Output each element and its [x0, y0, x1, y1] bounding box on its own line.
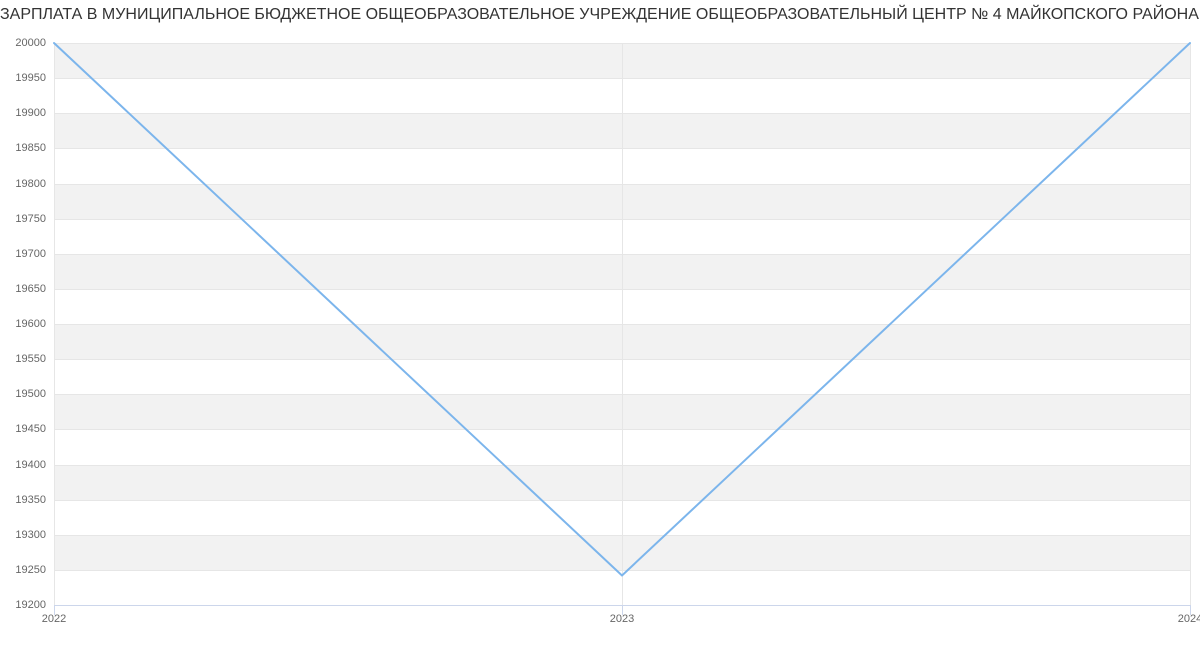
- y-axis-label: 19950: [15, 72, 46, 84]
- chart-title: ЗАРПЛАТА В МУНИЦИПАЛЬНОЕ БЮДЖЕТНОЕ ОБЩЕО…: [0, 6, 1200, 24]
- y-axis-label: 19400: [15, 459, 46, 471]
- x-axis-label: 2023: [610, 613, 634, 625]
- y-axis-label: 19550: [15, 353, 46, 365]
- y-axis-label: 19450: [15, 423, 46, 435]
- chart-container: ЗАРПЛАТА В МУНИЦИПАЛЬНОЕ БЮДЖЕТНОЕ ОБЩЕО…: [0, 0, 1200, 650]
- y-axis-label: 19350: [15, 494, 46, 506]
- series-line: [54, 43, 1190, 605]
- y-axis-label: 19700: [15, 248, 46, 260]
- x-axis-label: 2024: [1178, 613, 1200, 625]
- y-axis-label: 19200: [15, 599, 46, 611]
- y-axis-label: 19300: [15, 529, 46, 541]
- y-axis-label: 19800: [15, 178, 46, 190]
- y-axis-label: 19250: [15, 564, 46, 576]
- x-axis-label: 2022: [42, 613, 66, 625]
- plot-area: 1920019250193001935019400194501950019550…: [54, 43, 1190, 605]
- y-axis-label: 19650: [15, 283, 46, 295]
- y-axis-label: 19850: [15, 142, 46, 154]
- y-axis-label: 20000: [15, 37, 46, 49]
- y-axis-label: 19900: [15, 107, 46, 119]
- x-gridline: [1190, 43, 1191, 605]
- y-axis-label: 19600: [15, 318, 46, 330]
- y-axis-label: 19750: [15, 213, 46, 225]
- y-axis-label: 19500: [15, 388, 46, 400]
